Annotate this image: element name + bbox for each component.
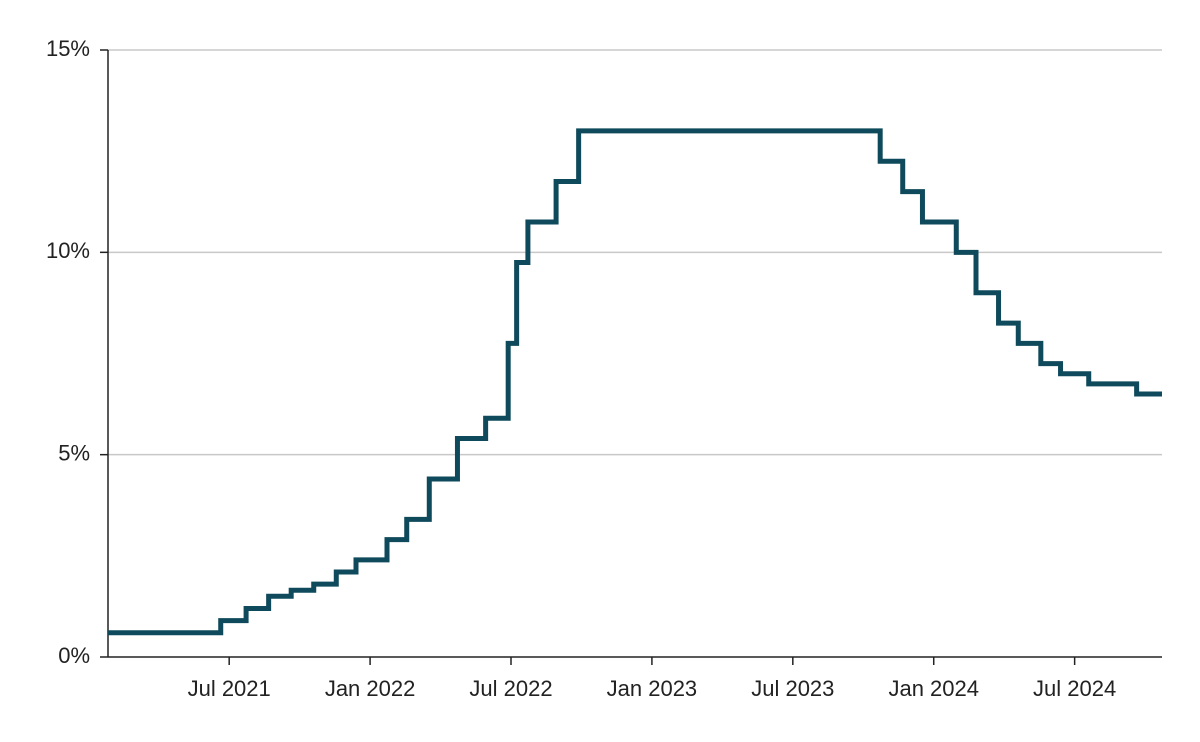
data-line (108, 128, 1162, 636)
x-tick-label: Jul 2023 (751, 676, 834, 701)
x-tick-label: Jan 2022 (325, 676, 416, 701)
y-tick-label: 15% (46, 36, 90, 61)
y-tick-label: 10% (46, 238, 90, 263)
x-tick-label: Jul 2022 (469, 676, 552, 701)
y-tick-label: 5% (58, 440, 90, 465)
x-tick-label: Jan 2023 (607, 676, 698, 701)
x-tick-label: Jan 2024 (888, 676, 979, 701)
x-tick-label: Jul 2024 (1033, 676, 1116, 701)
x-tick-label: Jul 2021 (188, 676, 271, 701)
y-tick-label: 0% (58, 643, 90, 668)
